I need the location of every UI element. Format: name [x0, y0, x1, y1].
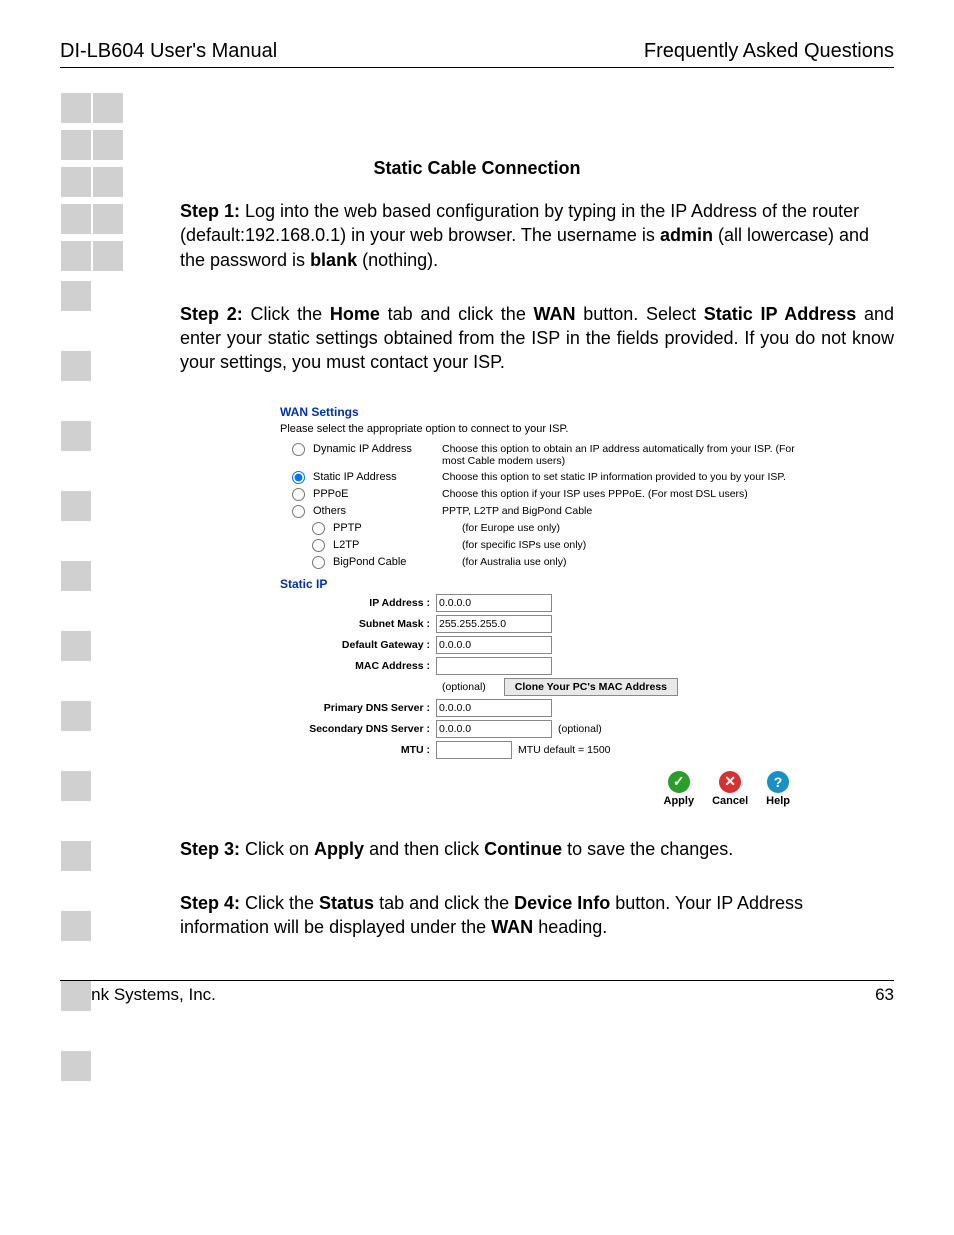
mtu-label: MTU : [280, 744, 436, 756]
wan-radio-label: PPPoE [313, 488, 348, 500]
close-icon: ✕ [719, 771, 741, 793]
step3-text: Step 3: Click on Apply and then click Co… [180, 837, 894, 861]
wan-radio[interactable] [292, 505, 305, 518]
wan-radio[interactable] [312, 556, 325, 569]
mask-input[interactable] [436, 615, 552, 633]
sdns-note: (optional) [558, 723, 602, 735]
mac-label: MAC Address : [280, 660, 436, 672]
wan-radio[interactable] [292, 471, 305, 484]
footer-right: 63 [875, 985, 894, 1005]
step4-text: Step 4: Click the Status tab and click t… [180, 891, 894, 940]
pdns-input[interactable] [436, 699, 552, 717]
wan-radio-desc: PPTP, L2TP and BigPond Cable [442, 505, 800, 517]
mtu-note: MTU default = 1500 [518, 744, 611, 756]
wan-radio-label: Dynamic IP Address [313, 443, 412, 455]
ip-label: IP Address : [280, 597, 436, 609]
apply-button[interactable]: ✓ Apply [664, 771, 695, 807]
pdns-label: Primary DNS Server : [280, 702, 436, 714]
header-right: Frequently Asked Questions [644, 40, 894, 63]
mask-label: Subnet Mask : [280, 618, 436, 630]
wan-radio-label: BigPond Cable [333, 556, 406, 568]
sdns-input[interactable] [436, 720, 552, 738]
gw-label: Default Gateway : [280, 639, 436, 651]
step2-text: Step 2: Click the Home tab and click the… [180, 302, 894, 375]
wan-radio[interactable] [312, 522, 325, 535]
wan-settings-title: WAN Settings [280, 405, 800, 419]
wan-radio-label: Static IP Address [313, 471, 397, 483]
wan-radio-desc: (for Europe use only) [462, 522, 800, 534]
help-button[interactable]: ? Help [766, 771, 790, 807]
wan-settings-subtitle: Please select the appropriate option to … [280, 423, 800, 435]
wan-radio-label: PPTP [333, 522, 362, 534]
ip-input[interactable] [436, 594, 552, 612]
mac-input[interactable] [436, 657, 552, 675]
wan-radio[interactable] [312, 539, 325, 552]
wan-radio-label: L2TP [333, 539, 359, 551]
step1-text: Step 1: Log into the web based configura… [180, 199, 894, 272]
clone-mac-button[interactable]: Clone Your PC's MAC Address [504, 678, 678, 696]
cancel-button[interactable]: ✕ Cancel [712, 771, 748, 807]
decorative-squares [60, 92, 124, 272]
wan-radio-desc: Choose this option if your ISP uses PPPo… [442, 488, 800, 500]
wan-radio-desc: Choose this option to obtain an IP addre… [442, 443, 800, 467]
check-icon: ✓ [668, 771, 690, 793]
help-icon: ? [767, 771, 789, 793]
mtu-input[interactable] [436, 741, 512, 759]
wan-radio-desc: Choose this option to set static IP info… [442, 471, 800, 483]
wan-radio-desc: (for Australia use only) [462, 556, 800, 568]
decorative-column [60, 280, 92, 1121]
wan-settings-panel: WAN Settings Please select the appropria… [280, 405, 800, 807]
header-left: DI-LB604 User's Manual [60, 40, 277, 63]
gw-input[interactable] [436, 636, 552, 654]
static-ip-label: Static IP [280, 577, 800, 591]
sdns-label: Secondary DNS Server : [280, 723, 436, 735]
mac-optional-note: (optional) [442, 681, 486, 693]
wan-radio[interactable] [292, 488, 305, 501]
wan-radio-desc: (for specific ISPs use only) [462, 539, 800, 551]
page-title: Static Cable Connection [60, 158, 894, 179]
wan-radio[interactable] [292, 443, 305, 456]
wan-radio-label: Others [313, 505, 346, 517]
